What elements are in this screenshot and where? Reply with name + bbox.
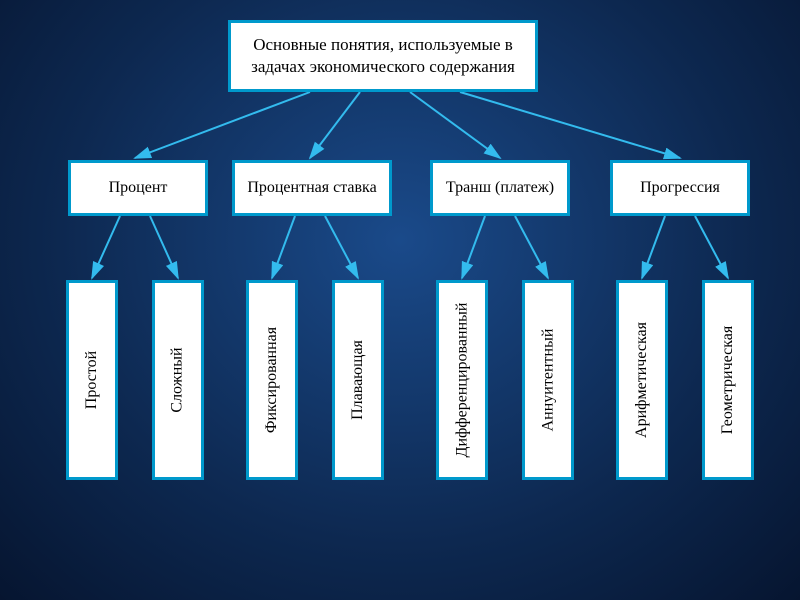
leaf-label: Аннуитентный — [539, 329, 557, 432]
root-label: Основные понятия, используемые в задачах… — [237, 34, 529, 78]
mid-node: Транш (платеж) — [430, 160, 570, 216]
leaf-label: Арифметическая — [633, 322, 651, 438]
leaf-label: Плавающая — [349, 340, 367, 420]
leaf-node: Простой — [66, 280, 118, 480]
mid-label: Процентная ставка — [247, 178, 376, 197]
leaf-label: Дифференцированный — [453, 303, 471, 458]
leaf-node: Дифференцированный — [436, 280, 488, 480]
leaf-node: Сложный — [152, 280, 204, 480]
mid-label: Прогрессия — [640, 178, 720, 197]
leaf-node: Аннуитентный — [522, 280, 574, 480]
leaf-node: Арифметическая — [616, 280, 668, 480]
leaf-label: Сложный — [169, 347, 187, 412]
leaf-node: Геометрическая — [702, 280, 754, 480]
mid-node: Прогрессия — [610, 160, 750, 216]
mid-node: Процентная ставка — [232, 160, 392, 216]
leaf-label: Геометрическая — [719, 326, 737, 434]
mid-label: Транш (платеж) — [446, 178, 554, 197]
leaf-label: Фиксированная — [263, 327, 281, 433]
leaf-node: Фиксированная — [246, 280, 298, 480]
mid-node: Процент — [68, 160, 208, 216]
leaf-label: Простой — [83, 351, 101, 409]
mid-label: Процент — [109, 178, 168, 197]
leaf-node: Плавающая — [332, 280, 384, 480]
root-node: Основные понятия, используемые в задачах… — [228, 20, 538, 92]
